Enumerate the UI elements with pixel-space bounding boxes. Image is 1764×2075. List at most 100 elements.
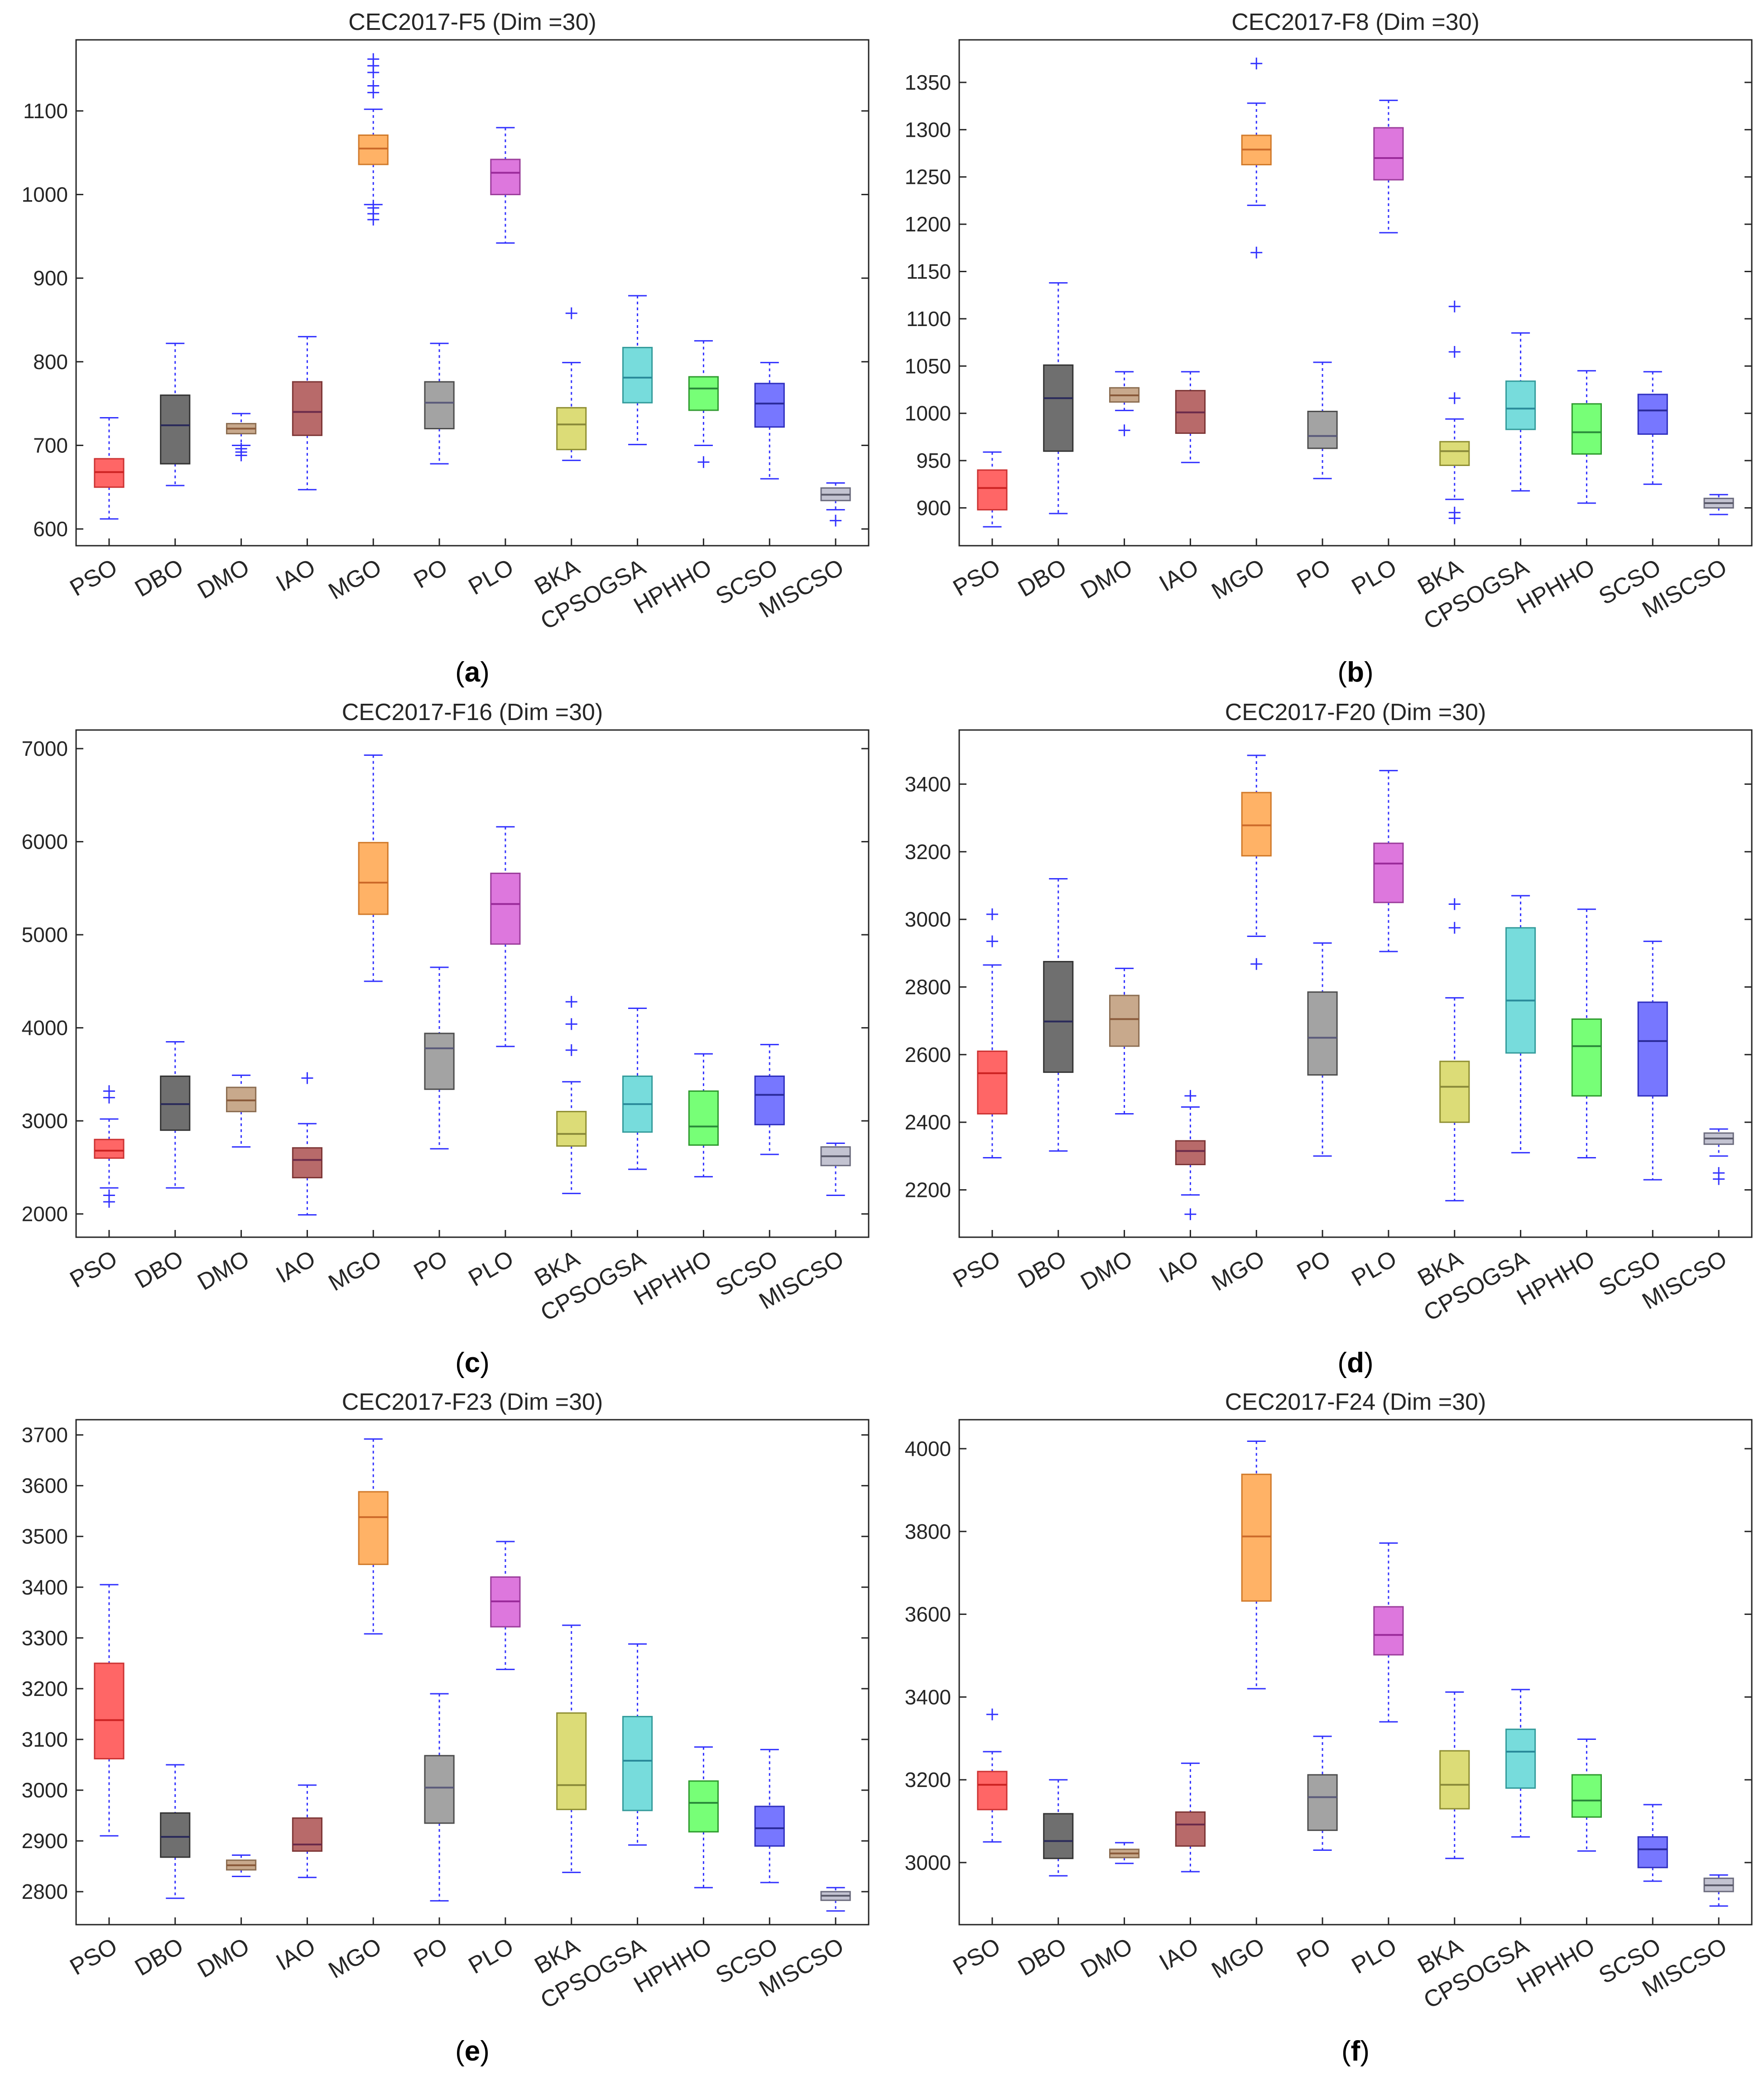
outlier-marker [103, 1085, 115, 1097]
box-IAO [292, 1784, 322, 1878]
box-BKA [1439, 1691, 1470, 1859]
outlier-marker [1448, 300, 1461, 312]
box-IAO [292, 336, 322, 490]
outlier-marker [367, 202, 380, 214]
box-PSO [94, 1085, 125, 1208]
iqr-box [754, 383, 785, 428]
box-PSO [94, 417, 125, 520]
x-tick-label: PSO [66, 1933, 122, 1980]
box-MGO [358, 53, 389, 226]
x-tick-label: MGO [324, 554, 386, 605]
iqr-box [1043, 961, 1074, 1073]
box-CPSOGSA [622, 1007, 653, 1170]
y-tick-label: 7000 [22, 737, 68, 760]
iqr-box [292, 1817, 322, 1852]
panel-d: CEC2017-F20 (Dim =30) 2200 2400 2600 2800 300… [905, 699, 1753, 1379]
caption-close-paren: ) [1364, 1347, 1374, 1379]
panel-caption: (c) [455, 1347, 490, 1379]
y-tick-label: 950 [916, 449, 951, 472]
box-PSO [977, 1708, 1008, 1843]
iqr-box [1637, 394, 1668, 435]
caption-open-paren: ( [455, 2036, 465, 2067]
x-tick-label: PO [409, 1245, 452, 1285]
iqr-box [688, 1780, 719, 1833]
iqr-box [1505, 380, 1536, 430]
x-tick-label: IAO [272, 554, 320, 597]
outlier-marker [1448, 922, 1461, 934]
iqr-box [1373, 842, 1404, 903]
outlier-marker [986, 908, 998, 920]
x-tick-label: PO [409, 1933, 452, 1973]
x-tick-label: DMO [1077, 1245, 1137, 1296]
y-tick-label: 1200 [905, 212, 951, 236]
box-MGO [358, 1438, 389, 1635]
outlier-marker [986, 1708, 998, 1720]
y-tick-label: 3600 [905, 1603, 951, 1626]
box-MGO [1241, 754, 1272, 970]
box-SCSO [1637, 1804, 1668, 1882]
panel-a: CEC2017-F5 (Dim =30) 600 700 800 900 1000 1100… [22, 9, 870, 688]
iqr-box [160, 394, 191, 465]
x-tick-label: DMO [1077, 1933, 1137, 1983]
y-tick-label: 1350 [905, 71, 951, 94]
caption-open-paren: ( [455, 657, 465, 688]
box-BKA [556, 307, 587, 461]
y-tick-label: 2600 [905, 1043, 951, 1066]
y-tick-label: 3200 [22, 1677, 68, 1700]
iqr-box [977, 1050, 1008, 1114]
outlier-marker [1118, 424, 1130, 437]
x-tick-label: PSO [66, 554, 122, 601]
outlier-marker [986, 935, 998, 947]
caption-open-paren: ( [455, 1347, 465, 1379]
y-tick-label: 2400 [905, 1110, 951, 1134]
box-IAO [1175, 1090, 1206, 1220]
panel-c: CEC2017-F16 (Dim =30) 2000 3000 4000 5000 600… [22, 699, 870, 1379]
plot-frame [75, 39, 870, 547]
x-tick-label: PSO [949, 1933, 1005, 1980]
box-MISCSO [1703, 494, 1734, 515]
box-SCSO [754, 362, 785, 480]
x-tick-label: IAO [272, 1245, 320, 1288]
iqr-box [1043, 1813, 1074, 1859]
box-MGO [1241, 58, 1272, 259]
iqr-box [688, 1090, 719, 1146]
y-tick-label: 1100 [23, 99, 68, 123]
iqr-box [490, 872, 521, 945]
box-PSO [977, 908, 1008, 1159]
outlier-marker [1713, 1167, 1725, 1179]
y-tick-label: 2200 [905, 1178, 951, 1201]
box-PO [424, 342, 455, 465]
iqr-box [292, 381, 322, 436]
box-PLO [490, 1541, 521, 1670]
iqr-box [1505, 1729, 1536, 1789]
iqr-box [160, 1075, 191, 1131]
iqr-box [1505, 927, 1536, 1054]
x-tick-label: DBO [130, 1933, 188, 1981]
y-tick-label: 3100 [22, 1728, 68, 1751]
box-DMO [1109, 967, 1140, 1114]
x-tick-label: DMO [193, 1933, 254, 1983]
y-tick-label: 4000 [22, 1016, 68, 1040]
outlier-marker [1448, 346, 1461, 358]
iqr-box [226, 1086, 257, 1113]
box-CPSOGSA [1505, 895, 1536, 1153]
panel-caption: (a) [455, 657, 490, 688]
box-BKA [556, 1624, 587, 1873]
x-tick-label: DBO [1014, 1245, 1071, 1294]
x-tick-label: PSO [949, 1245, 1005, 1293]
iqr-box [556, 1712, 587, 1811]
outlier-marker [1250, 958, 1263, 970]
iqr-box [1241, 792, 1272, 857]
box-CPSOGSA [622, 1643, 653, 1846]
box-MISCSO [820, 482, 851, 527]
x-tick-label: PO [1293, 1933, 1335, 1973]
iqr-box [977, 1771, 1008, 1811]
caption-letter: c [465, 1347, 480, 1379]
plot-frame [75, 1419, 870, 1926]
iqr-box [1571, 403, 1602, 455]
outlier-marker [301, 1072, 313, 1084]
y-tick-label: 1100 [906, 307, 951, 331]
iqr-box [1439, 1061, 1470, 1123]
x-tick-label: PLO [464, 554, 518, 600]
